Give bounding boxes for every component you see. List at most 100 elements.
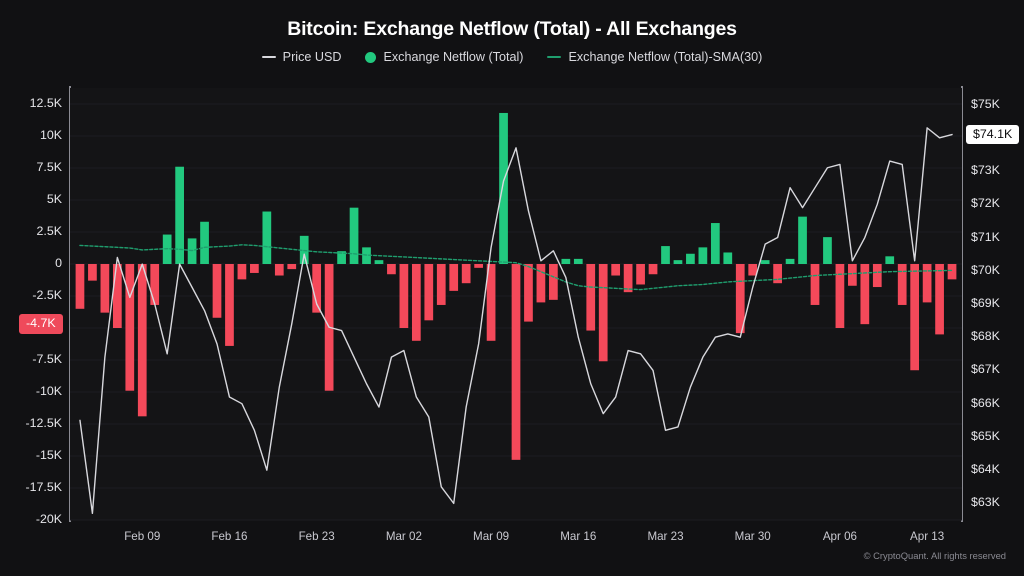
netflow-bar[interactable] <box>561 258 571 264</box>
netflow-bar[interactable] <box>922 264 932 303</box>
netflow-bar[interactable] <box>349 207 359 264</box>
netflow-bar[interactable] <box>511 264 521 460</box>
chart-legend: Price USD Exchange Netflow (Total) Excha… <box>0 50 1024 64</box>
netflow-bar[interactable] <box>75 264 85 309</box>
netflow-bar[interactable] <box>723 252 733 264</box>
netflow-bar[interactable] <box>785 258 795 264</box>
y-axis-left-tick-label: 7.5K <box>36 160 63 174</box>
y-axis-left-tick-label: -10K <box>35 384 62 398</box>
netflow-bar[interactable] <box>337 251 346 264</box>
netflow-bar[interactable] <box>175 166 184 264</box>
y-axis-left-tick-label: -7.5K <box>32 352 62 366</box>
netflow-bar[interactable] <box>897 264 907 305</box>
y-axis-right-tick-label: $73K <box>971 163 1000 178</box>
netflow-bar[interactable] <box>137 264 147 417</box>
y-axis-right-tick-label: $72K <box>971 196 1000 211</box>
netflow-bar[interactable] <box>623 264 633 293</box>
netflow-bar[interactable] <box>387 264 396 275</box>
netflow-bar[interactable] <box>461 264 471 284</box>
netflow-bar[interactable] <box>885 256 895 264</box>
netflow-bar[interactable] <box>636 264 645 285</box>
netflow-bar[interactable] <box>486 264 496 341</box>
netflow-bar[interactable] <box>536 264 546 303</box>
netflow-bar[interactable] <box>374 260 384 264</box>
x-axis-tick-label: Feb 09 <box>124 530 161 543</box>
y-axis-left-tick-label: 12.5K <box>29 96 62 110</box>
netflow-bar[interactable] <box>200 221 209 264</box>
netflow-bar[interactable] <box>611 264 621 276</box>
x-axis-tick-label: Mar 02 <box>385 530 422 543</box>
netflow-bar[interactable] <box>947 264 957 280</box>
netflow-bar[interactable] <box>748 264 758 276</box>
netflow-bar[interactable] <box>474 264 483 268</box>
line-marker-icon <box>261 56 276 58</box>
netflow-bar[interactable] <box>237 264 247 280</box>
netflow-bar[interactable] <box>872 264 882 288</box>
netflow-bar[interactable] <box>399 264 409 328</box>
netflow-bar[interactable] <box>436 264 446 305</box>
y-axis-right-tick-label: $67K <box>971 362 1000 377</box>
y-axis-right-tick-label: $71K <box>971 229 1000 244</box>
netflow-bar[interactable] <box>810 264 820 305</box>
y-axis-right-tick-label: $65K <box>971 428 1000 443</box>
netflow-bar[interactable] <box>150 264 160 305</box>
netflow-bar[interactable] <box>499 112 508 265</box>
netflow-bar[interactable] <box>88 264 97 281</box>
y-axis-left-tick-label: 5K <box>46 192 62 206</box>
netflow-bar[interactable] <box>112 264 122 328</box>
y-axis-right-tick-label: $70K <box>971 262 1000 277</box>
legend-item-exchange-netflow[interactable]: Exchange Netflow (Total) <box>365 50 523 64</box>
y-axis-left-tick-label: 10K <box>39 128 62 142</box>
x-axis-tick-label: Apr 06 <box>822 530 857 543</box>
netflow-bar[interactable] <box>411 264 421 341</box>
netflow-bar[interactable] <box>125 264 135 391</box>
netflow-bar[interactable] <box>661 246 670 264</box>
netflow-bar[interactable] <box>910 264 920 371</box>
netflow-bar[interactable] <box>262 211 272 264</box>
legend-item-price-usd[interactable]: Price USD <box>261 50 342 64</box>
legend-item-exchange-netflow-sma30[interactable]: Exchange Netflow (Total)-SMA(30) <box>547 50 762 64</box>
netflow-bar[interactable] <box>424 264 434 321</box>
netflow-bar[interactable] <box>648 264 658 275</box>
price-value-badge: $74.1K <box>966 124 1020 144</box>
netflow-bar[interactable] <box>100 264 110 313</box>
netflow-bar[interactable] <box>823 237 832 264</box>
netflow-bar[interactable] <box>524 264 533 322</box>
dot-marker-icon <box>365 51 377 63</box>
netflow-bar[interactable] <box>586 264 596 331</box>
netflow-bar[interactable] <box>287 264 297 270</box>
netflow-bar[interactable] <box>225 264 234 346</box>
netflow-bar[interactable] <box>549 264 558 300</box>
netflow-bar[interactable] <box>274 264 284 276</box>
netflow-bar[interactable] <box>698 247 708 264</box>
y-axis-right-tick-label: $75K <box>971 96 1000 111</box>
x-axis-tick-label: Mar 09 <box>473 530 510 543</box>
x-axis-tick-label: Apr 13 <box>910 530 945 543</box>
netflow-bar[interactable] <box>798 216 807 264</box>
netflow-bar[interactable] <box>673 260 683 264</box>
netflow-bar[interactable] <box>860 264 870 325</box>
plot-area <box>70 88 962 521</box>
copyright-text: © CryptoQuant. All rights reserved <box>863 550 1006 561</box>
netflow-bar[interactable] <box>598 264 608 362</box>
y-axis-right-tick-label: $63K <box>971 495 1000 510</box>
netflow-bar[interactable] <box>573 258 583 264</box>
series-lines-layer <box>79 127 953 515</box>
netflow-bar[interactable] <box>935 264 944 335</box>
netflow-bar[interactable] <box>250 264 259 273</box>
y-axis-left-tick-label: 2.5K <box>36 224 63 238</box>
netflow-bar[interactable] <box>760 260 770 264</box>
netflow-bar[interactable] <box>710 223 720 264</box>
legend-label: Price USD <box>282 50 342 64</box>
netflow-bar[interactable] <box>848 264 857 286</box>
netflow-bar[interactable] <box>835 264 845 328</box>
netflow-bar[interactable] <box>312 264 322 313</box>
y-axis-right-tick-label: $68K <box>971 329 1000 344</box>
netflow-bar[interactable] <box>735 264 745 334</box>
x-axis-tick-label: Feb 16 <box>211 530 248 543</box>
netflow-bar[interactable] <box>773 264 782 284</box>
netflow-bar[interactable] <box>212 264 222 318</box>
netflow-bar[interactable] <box>449 264 459 291</box>
netflow-bar[interactable] <box>686 253 695 264</box>
